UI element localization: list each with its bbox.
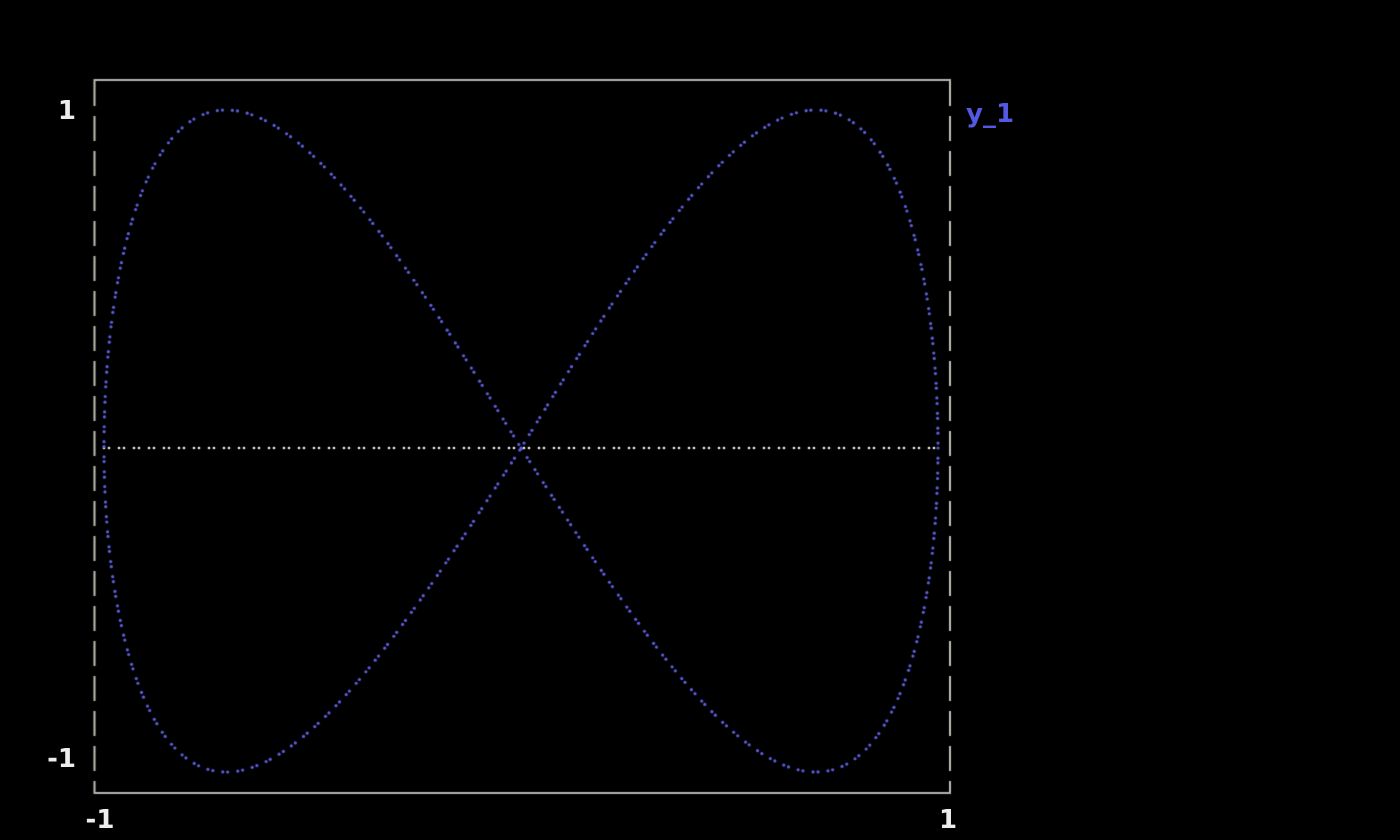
y-axis-tick-label-1: 1 [57,96,76,126]
y-axis-tick-label-neg1: -1 [47,744,76,774]
x-axis-tick-label-1: 1 [938,805,958,835]
legend-series-label: y_1 [966,99,1015,129]
x-axis-tick-label-neg1: -1 [85,805,115,835]
